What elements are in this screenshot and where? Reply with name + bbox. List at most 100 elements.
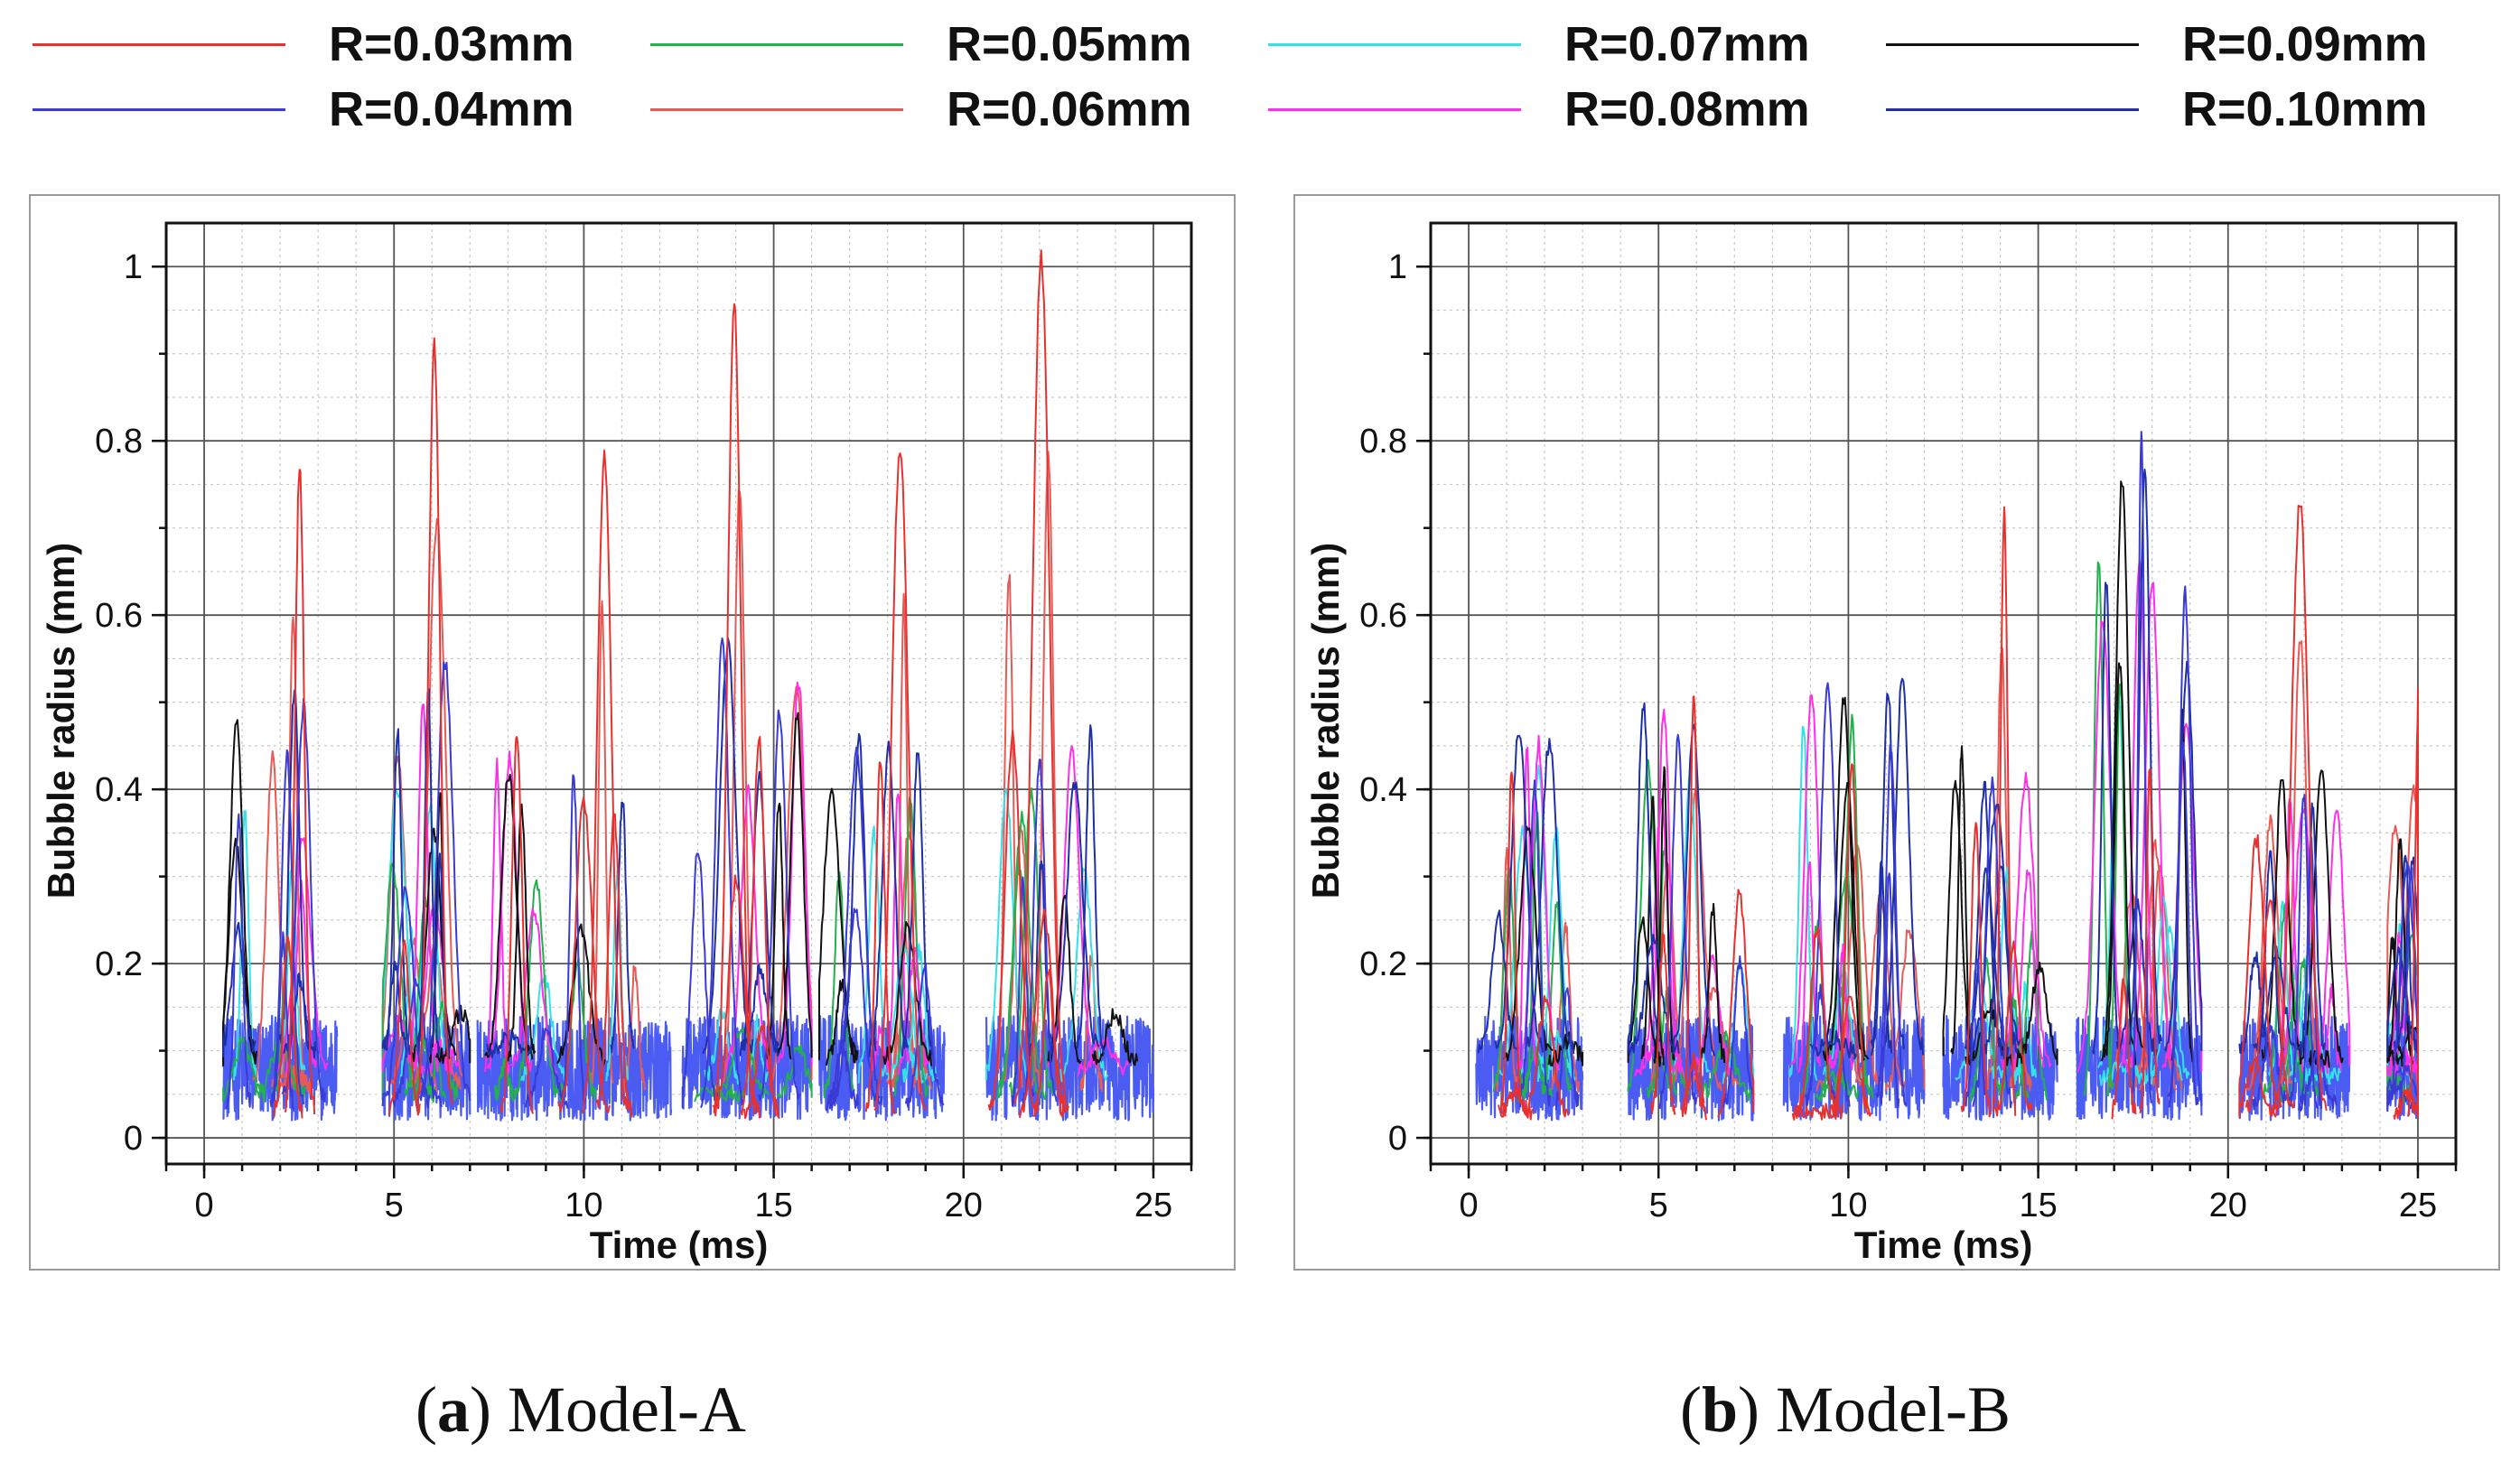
series-trace-r008mm bbox=[2077, 620, 2129, 1073]
y-tick-label: 0.2 bbox=[1359, 945, 1407, 983]
caption-text-b: Model-B bbox=[1776, 1373, 2011, 1446]
series-trace-r010mm bbox=[2127, 469, 2162, 1046]
x-tick-label: 25 bbox=[2399, 1187, 2437, 1224]
legend-item-2: R=0.04mm bbox=[33, 81, 574, 137]
series-trace-r010mm bbox=[1477, 909, 1520, 1054]
y-tick-label: 0.4 bbox=[1359, 771, 1407, 809]
series-trace-r004mm bbox=[2167, 585, 2203, 1106]
legend-swatch bbox=[1886, 42, 2139, 46]
series-trace-r004mm bbox=[2289, 794, 2319, 1110]
series-trace-r005mm bbox=[715, 1027, 770, 1101]
series-trace-r003mm bbox=[2238, 833, 2282, 1118]
x-tick-label: 10 bbox=[565, 1187, 602, 1224]
series-trace-r007mm bbox=[2268, 900, 2297, 1083]
chart-legend: R=0.03mm R=0.04mm R=0.05mm R=0.06mm R=0.07mm… bbox=[0, 0, 2520, 144]
series-trace-r004mm bbox=[2130, 431, 2152, 1103]
x-tick-label: 15 bbox=[2019, 1187, 2057, 1224]
caption-model-b: (b) Model-B bbox=[1680, 1373, 2011, 1446]
series-trace-r004mm bbox=[830, 908, 881, 1107]
plot-area bbox=[1430, 223, 2457, 1164]
series-trace-r006mm bbox=[590, 600, 614, 1085]
series-trace-r009mm bbox=[882, 921, 933, 1066]
series-trace-r008mm bbox=[2011, 869, 2046, 1075]
caption-model-a: (a) Model-A bbox=[415, 1373, 746, 1446]
legend-item-6: R=0.08mm bbox=[1268, 81, 1810, 137]
series-trace-r003mm bbox=[740, 736, 778, 1116]
series-trace-r004mm bbox=[524, 1028, 569, 1109]
series-trace-r003mm bbox=[388, 939, 421, 1116]
series-trace-r005mm bbox=[1998, 995, 2030, 1099]
series-trace-r007mm bbox=[985, 787, 1030, 1082]
series-trace-r004mm bbox=[390, 978, 443, 1108]
series-trace-r003mm bbox=[1960, 822, 1992, 1118]
series-trace-r003mm bbox=[499, 736, 535, 1114]
legend-label: R=0.06mm bbox=[947, 82, 1192, 136]
legend-item-1: R=0.03mm bbox=[33, 16, 574, 72]
burst-band-4 bbox=[1942, 1015, 2058, 1122]
series-trace-r004mm bbox=[1518, 779, 1551, 1108]
series-trace-r003mm bbox=[864, 761, 896, 1115]
series-trace-r010mm bbox=[486, 1031, 532, 1058]
series-trace-r004mm bbox=[1965, 958, 1990, 1107]
legend-item-8: R=0.10mm bbox=[1886, 81, 2428, 137]
series-trace-r008mm bbox=[1797, 861, 1822, 1074]
y-tick-label: 0 bbox=[124, 1120, 143, 1158]
series-trace-r006mm bbox=[2246, 814, 2295, 1092]
x-tick-label: 20 bbox=[945, 1187, 983, 1224]
series-trace-r009mm bbox=[1640, 796, 1665, 1066]
plot-model-b: 0 5 10 15 20 25 0 0.2 0.4 0.6 0.8 1 Time (ms) Bubble … bbox=[1304, 221, 2458, 1266]
series-trace-r010mm bbox=[610, 801, 635, 1054]
series-trace-r003mm bbox=[1682, 695, 1705, 1109]
series-trace-r010mm bbox=[2238, 951, 2273, 1058]
legend-label: R=0.08mm bbox=[1564, 82, 1810, 136]
series-trace-r003mm bbox=[1992, 506, 2017, 1116]
y-tick-label: 0.4 bbox=[95, 771, 143, 809]
y-tick-label: 1 bbox=[124, 248, 143, 286]
series-trace-r003mm bbox=[556, 796, 611, 1113]
series-trace-r003mm bbox=[273, 935, 303, 1119]
series-trace-r010mm bbox=[901, 752, 934, 1057]
series-trace-r008mm bbox=[1516, 747, 1538, 1069]
series-trace-r004mm bbox=[758, 709, 801, 1102]
series-trace-r009mm bbox=[2299, 769, 2344, 1065]
series-trace-r006mm bbox=[892, 592, 916, 1088]
series-trace-r003mm bbox=[1650, 932, 1676, 1115]
series-trace-r009mm bbox=[2016, 961, 2058, 1067]
legend-swatch bbox=[1886, 107, 2139, 111]
x-tick-label: 0 bbox=[194, 1187, 213, 1224]
y-tick-label: 1 bbox=[1388, 248, 1407, 286]
series-trace-r010mm bbox=[222, 921, 257, 1057]
legend-label: R=0.10mm bbox=[2182, 82, 2428, 136]
caption-letter-a: a bbox=[436, 1373, 470, 1446]
y-tick-label: 0.6 bbox=[95, 597, 143, 635]
series-trace-r003mm bbox=[1834, 763, 1870, 1118]
legend-swatch bbox=[650, 42, 903, 46]
series-trace-r010mm bbox=[384, 728, 411, 1055]
series-trace-r009mm bbox=[776, 712, 813, 1058]
data-traces bbox=[1475, 431, 2420, 1122]
y-tick-label: 0.8 bbox=[1359, 423, 1407, 461]
y-axis-title: Bubble radius (mm) bbox=[1304, 543, 1347, 898]
panel-model-a: 0 5 10 15 20 25 0 0.2 0.4 0.6 0.8 1 Time (ms) Bubble … bbox=[29, 194, 1236, 1271]
x-axis-title: Time (ms) bbox=[1854, 1224, 2033, 1266]
series-trace-r010mm bbox=[283, 973, 317, 1059]
series-trace-r003mm bbox=[1499, 771, 1524, 1112]
series-trace-r008mm bbox=[486, 750, 533, 1072]
series-trace-r010mm bbox=[1076, 724, 1106, 1055]
legend-label: R=0.05mm bbox=[947, 17, 1192, 71]
legend-swatch bbox=[1268, 42, 1521, 46]
legend-swatch bbox=[33, 42, 285, 46]
series-trace-r010mm bbox=[1672, 723, 1716, 1057]
series-trace-r009mm bbox=[1503, 825, 1554, 1062]
series-trace-r006mm bbox=[1496, 846, 1518, 1093]
series-trace-r003mm bbox=[415, 337, 453, 1109]
series-trace-r005mm bbox=[222, 1036, 266, 1103]
series-trace-r004mm bbox=[381, 886, 431, 1109]
series-trace-r004mm bbox=[1658, 733, 1698, 1110]
series-trace-r010mm bbox=[381, 961, 409, 1058]
series-trace-r008mm bbox=[381, 1013, 425, 1076]
x-tick-label: 10 bbox=[1829, 1187, 1867, 1224]
x-tick-label: 25 bbox=[1134, 1187, 1172, 1224]
series-trace-r009mm bbox=[2386, 838, 2414, 1066]
legend-item-7: R=0.09mm bbox=[1886, 16, 2428, 72]
